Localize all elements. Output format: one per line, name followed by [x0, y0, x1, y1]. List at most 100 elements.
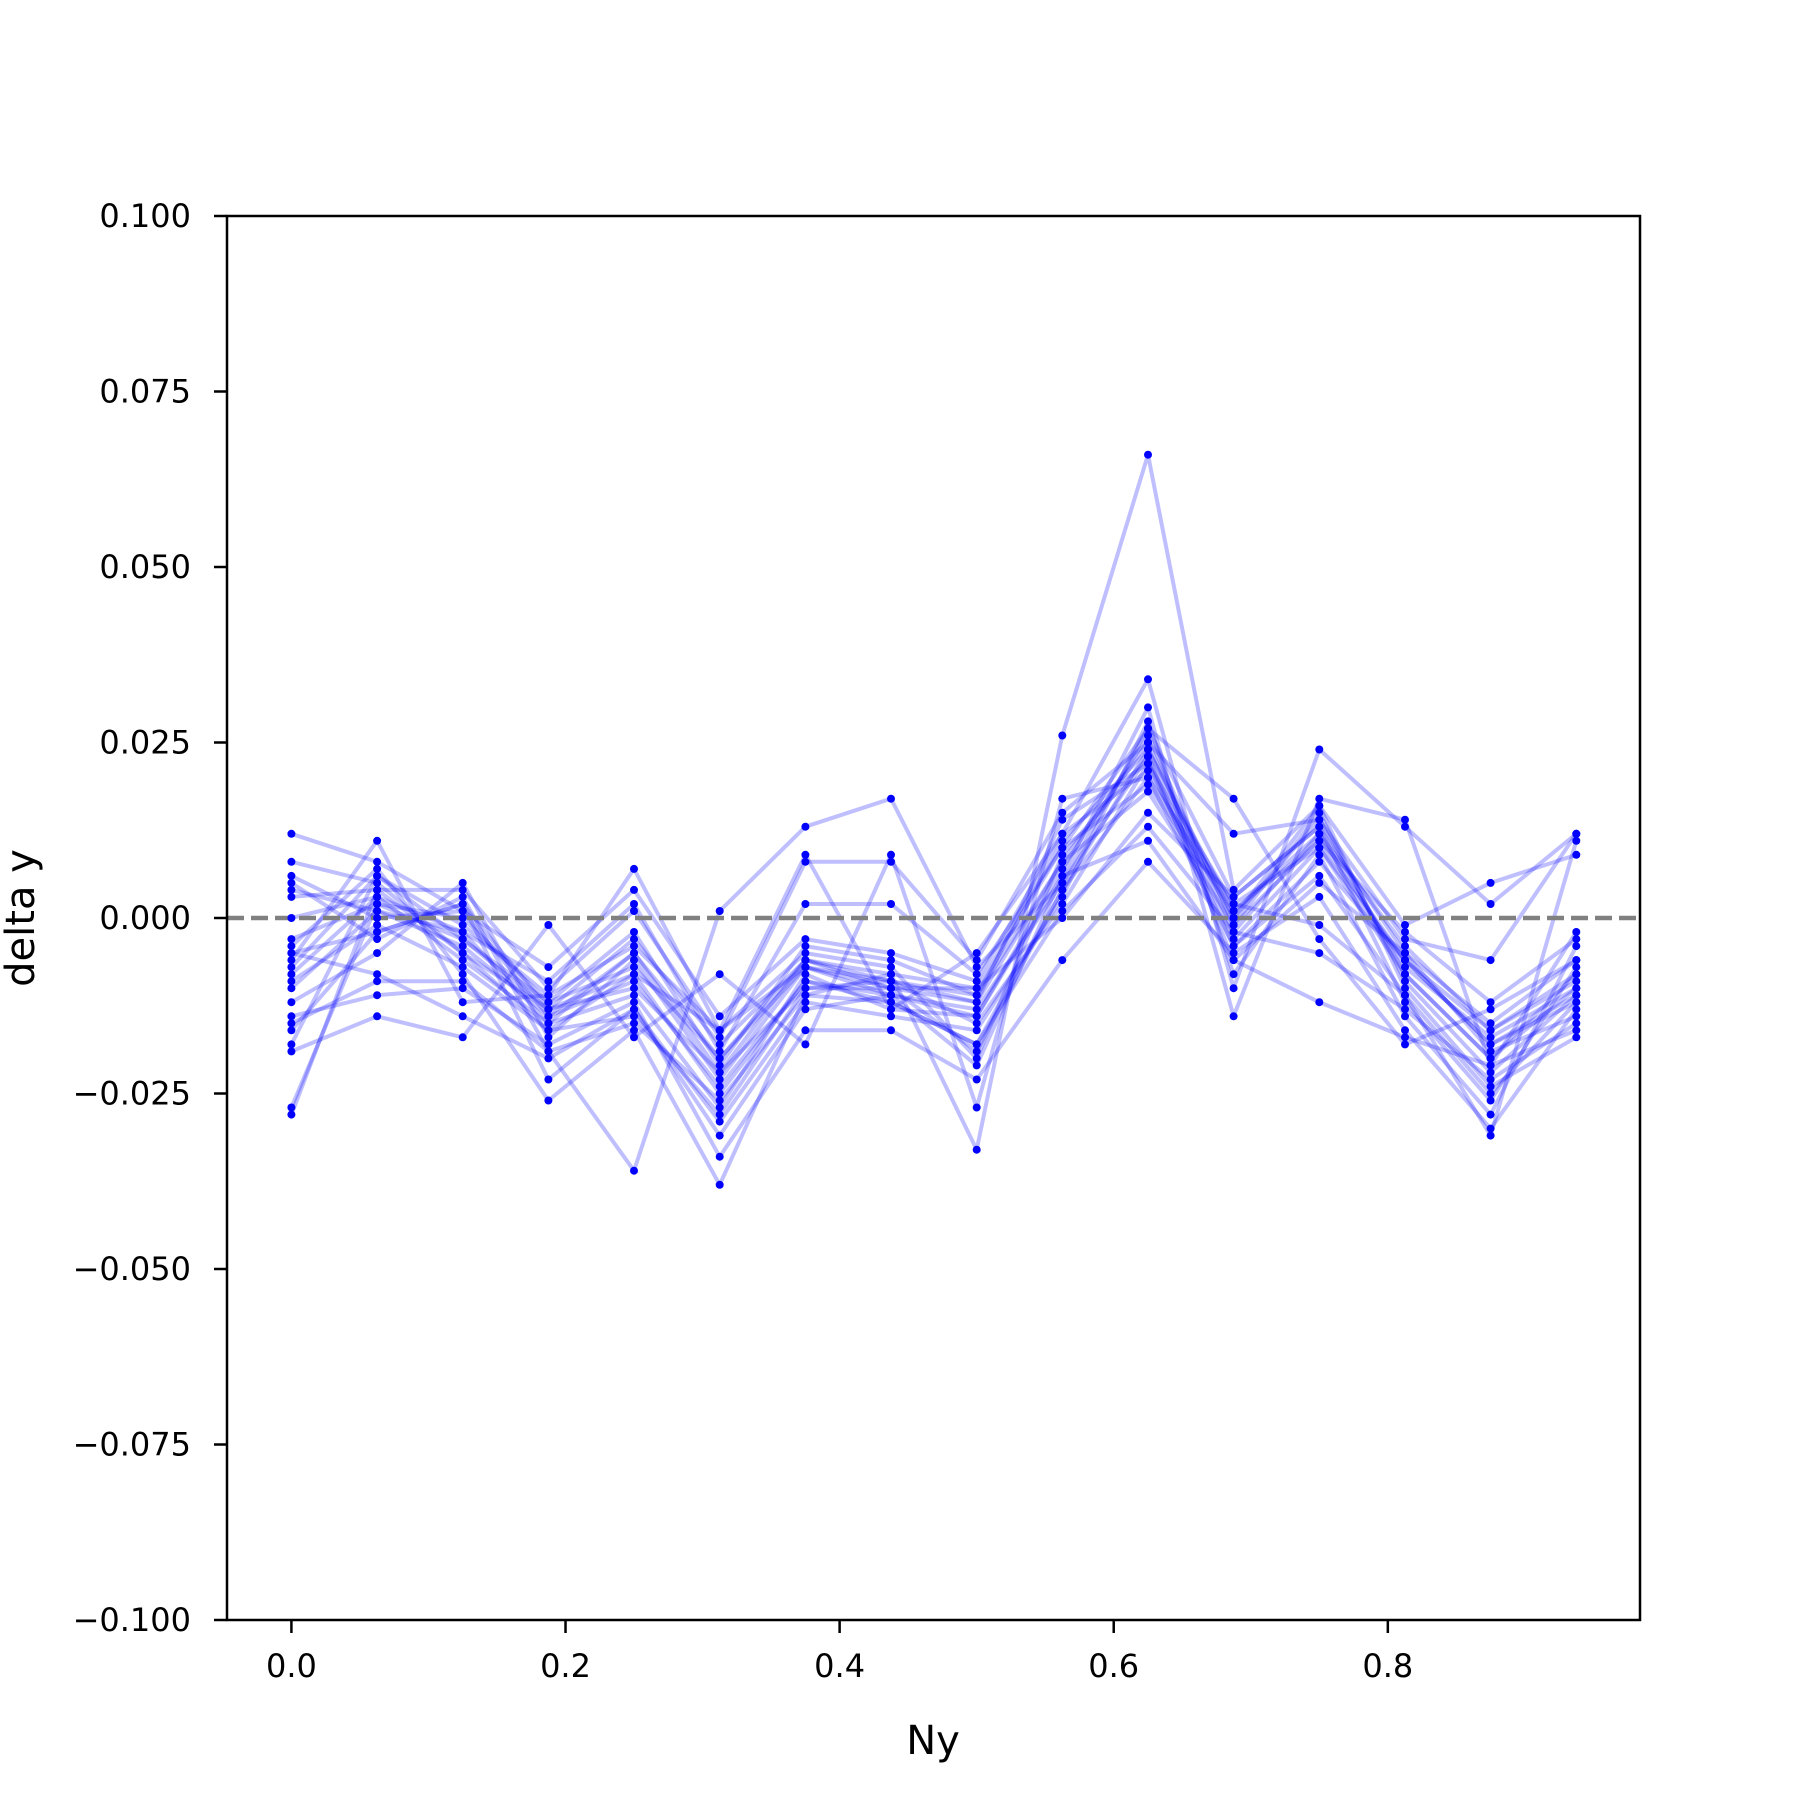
series-line-23 [290, 726, 1578, 1075]
data-point [887, 963, 895, 972]
data-point [1229, 794, 1238, 803]
data-point [630, 1026, 638, 1035]
data-point [715, 1012, 724, 1021]
data-point [972, 1145, 981, 1154]
data-point [1486, 1068, 1495, 1077]
data-point [801, 1040, 810, 1049]
data-point [1144, 857, 1152, 866]
data-point [801, 1005, 810, 1014]
data-point [972, 1054, 981, 1063]
data-point [1315, 815, 1324, 824]
data-point [1315, 935, 1324, 944]
data-point [544, 1019, 553, 1028]
data-point [544, 977, 553, 986]
x-tick-label: 0.6 [1088, 1647, 1139, 1685]
data-point [630, 907, 638, 915]
data-point [1144, 717, 1152, 726]
data-point [458, 885, 467, 894]
data-point [1401, 822, 1409, 831]
series-layer [289, 452, 1579, 1187]
x-tick-label: 0.0 [266, 1647, 317, 1685]
data-point [287, 885, 296, 894]
data-point [801, 956, 810, 965]
data-point [972, 1040, 981, 1049]
series-line-18 [290, 754, 1578, 1089]
data-point [373, 885, 382, 894]
data-point [458, 956, 467, 965]
series-line-16 [290, 859, 1578, 1159]
data-point [1486, 998, 1495, 1007]
data-point [1229, 1012, 1238, 1021]
data-point [887, 850, 895, 859]
data-point [1572, 991, 1581, 1000]
data-point [1401, 970, 1409, 979]
data-point [544, 921, 553, 929]
data-point [1315, 808, 1324, 817]
data-point [1315, 850, 1324, 859]
series-line-4 [290, 726, 1578, 1173]
data-point [1058, 900, 1067, 908]
data-point [458, 970, 467, 979]
data-point [715, 1103, 724, 1112]
data-point [1572, 928, 1581, 936]
series-line-3 [289, 761, 1578, 1109]
data-point [801, 963, 810, 972]
data-point [887, 1005, 895, 1014]
data-point [458, 949, 467, 958]
data-point [287, 935, 296, 944]
data-point [1058, 836, 1067, 845]
data-point [1572, 963, 1581, 972]
data-point [373, 928, 382, 936]
data-point [1058, 864, 1067, 873]
data-point [1058, 892, 1067, 901]
data-point [458, 963, 467, 972]
data-point [1486, 1033, 1495, 1042]
data-point [1572, 977, 1581, 986]
x-tick-label: 0.2 [540, 1647, 591, 1685]
data-point [715, 1033, 724, 1042]
data-point [1144, 787, 1152, 796]
data-point [630, 935, 638, 944]
data-point [1486, 1026, 1495, 1035]
data-point [287, 977, 296, 986]
data-point [972, 1026, 981, 1035]
data-point [1058, 794, 1067, 803]
data-point [1572, 984, 1581, 993]
data-point [458, 928, 467, 936]
data-point [544, 1047, 553, 1056]
data-point [801, 850, 810, 859]
data-point [887, 998, 895, 1007]
data-point [715, 1047, 724, 1056]
data-point [373, 914, 382, 922]
data-point [1401, 963, 1409, 972]
data-point [458, 977, 467, 986]
data-point [1401, 1040, 1409, 1049]
data-point [1486, 878, 1495, 887]
data-point [287, 1026, 296, 1035]
data-point [801, 977, 810, 986]
data-point [1144, 738, 1152, 747]
series-line-24 [290, 838, 1578, 1068]
data-point [715, 1054, 724, 1063]
data-point [801, 949, 810, 958]
data-point [458, 935, 467, 944]
data-point [887, 1012, 895, 1021]
series-line-7 [290, 775, 1579, 1138]
data-point [1486, 1096, 1495, 1105]
series-line-15 [290, 768, 1577, 1019]
data-point [801, 857, 810, 866]
data-point [1058, 914, 1067, 922]
y-tick-label: −0.050 [73, 1250, 191, 1288]
data-point [801, 935, 810, 944]
series-line-12 [290, 810, 1578, 1103]
data-point [1401, 942, 1409, 951]
data-point [1486, 1054, 1495, 1063]
data-point [887, 991, 895, 1000]
data-point [1486, 1061, 1495, 1070]
data-point [1058, 907, 1067, 915]
data-point [1144, 780, 1152, 789]
series-line-2 [289, 747, 1578, 1116]
data-point [373, 836, 382, 845]
data-point [1058, 731, 1067, 740]
data-point [1486, 1047, 1495, 1056]
